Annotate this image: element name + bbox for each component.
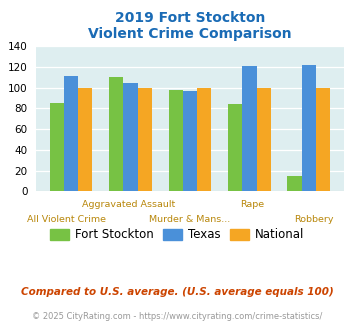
- Text: Murder & Mans...: Murder & Mans...: [149, 214, 230, 223]
- Text: All Violent Crime: All Violent Crime: [27, 214, 106, 223]
- Bar: [169, 90, 183, 191]
- Bar: [50, 103, 64, 191]
- Bar: [78, 88, 92, 191]
- Text: © 2025 CityRating.com - https://www.cityrating.com/crime-statistics/: © 2025 CityRating.com - https://www.city…: [32, 312, 323, 321]
- Text: Robbery: Robbery: [294, 214, 333, 223]
- Title: 2019 Fort Stockton
Violent Crime Comparison: 2019 Fort Stockton Violent Crime Compari…: [88, 11, 292, 41]
- Bar: [257, 88, 271, 191]
- Text: Rape: Rape: [240, 200, 264, 209]
- Legend: Fort Stockton, Texas, National: Fort Stockton, Texas, National: [46, 224, 309, 246]
- Text: Compared to U.S. average. (U.S. average equals 100): Compared to U.S. average. (U.S. average …: [21, 287, 334, 297]
- Bar: [302, 65, 316, 191]
- Bar: [316, 88, 330, 191]
- Bar: [228, 104, 242, 191]
- Bar: [123, 82, 138, 191]
- Bar: [242, 66, 257, 191]
- Bar: [197, 88, 211, 191]
- Text: Aggravated Assault: Aggravated Assault: [82, 200, 175, 209]
- Bar: [288, 176, 302, 191]
- Bar: [138, 88, 152, 191]
- Bar: [64, 76, 78, 191]
- Bar: [109, 77, 123, 191]
- Bar: [183, 91, 197, 191]
